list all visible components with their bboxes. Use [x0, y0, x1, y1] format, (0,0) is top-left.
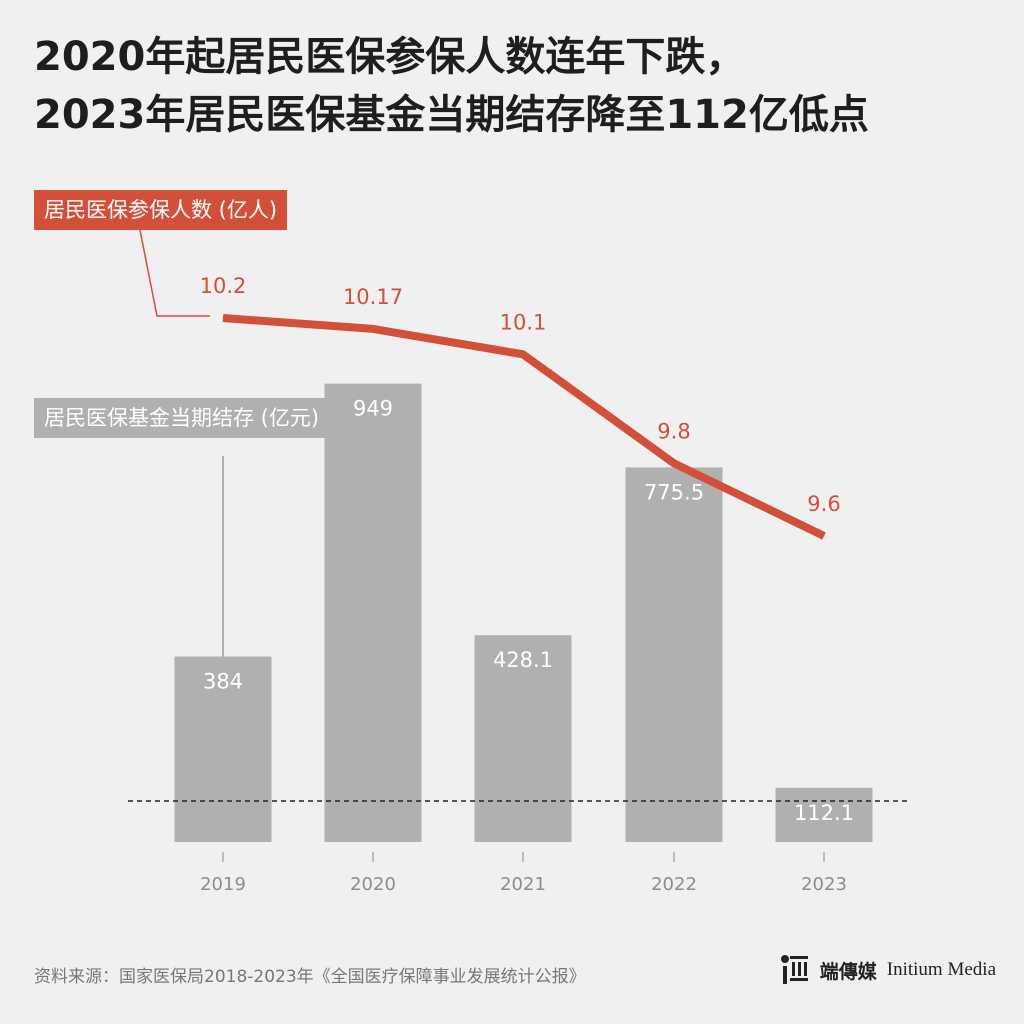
brand-name-cn: 端傳媒: [819, 960, 877, 983]
bar-label-2023: 112.1: [794, 801, 854, 825]
line-label-2022: 9.8: [657, 419, 690, 443]
legend-bar-series: 居民医保基金当期结存 (亿元): [34, 398, 330, 438]
bar-label-2021: 428.1: [493, 648, 553, 672]
x-tick-label-2020: 2020: [350, 874, 396, 895]
bar-2019: [174, 656, 272, 842]
x-tick-label-2023: 2023: [801, 874, 847, 895]
initium-logo-icon: [780, 955, 808, 984]
chart-title: 2020年起居民医保参保人数连年下跌， 2023年居民医保基金当期结存降至112…: [34, 28, 869, 144]
line-label-2023: 9.6: [807, 492, 840, 516]
line-label-2019: 10.2: [200, 274, 247, 298]
bar-label-2022: 775.5: [644, 480, 704, 504]
brand: 端傳媒 Initium Media: [780, 950, 996, 990]
line-label-2020: 10.17: [343, 285, 403, 309]
bar-2020: [324, 383, 422, 842]
line-point-2021: [522, 353, 524, 355]
brand-name-en: Initium Media: [886, 959, 996, 980]
x-tick-label-2019: 2019: [200, 874, 246, 895]
line-point-2020: [372, 328, 374, 330]
source-note: 资料来源：国家医保局2018-2023年《全国医疗保障事业发展统计公报》: [34, 967, 586, 987]
legend-line-series: 居民医保参保人数 (亿人): [34, 190, 288, 230]
bar-2023: [775, 787, 873, 842]
line-point-2022: [673, 462, 675, 464]
bar-2021: [474, 635, 572, 842]
line-point-2019: [222, 317, 224, 319]
bar-label-2020: 949: [353, 397, 393, 421]
bar-label-2019: 384: [203, 670, 243, 694]
title-line-1: 2020年起居民医保参保人数连年下跌，: [34, 34, 746, 80]
bar-2022: [625, 467, 723, 842]
line-legend-connector: [139, 229, 210, 317]
line-label-2021: 10.1: [500, 310, 547, 334]
x-tick-label-2021: 2021: [500, 874, 546, 895]
line-point-2023: [823, 535, 825, 537]
x-tick-label-2022: 2022: [651, 874, 697, 895]
title-line-2: 2023年居民医保基金当期结存降至112亿低点: [34, 92, 869, 138]
